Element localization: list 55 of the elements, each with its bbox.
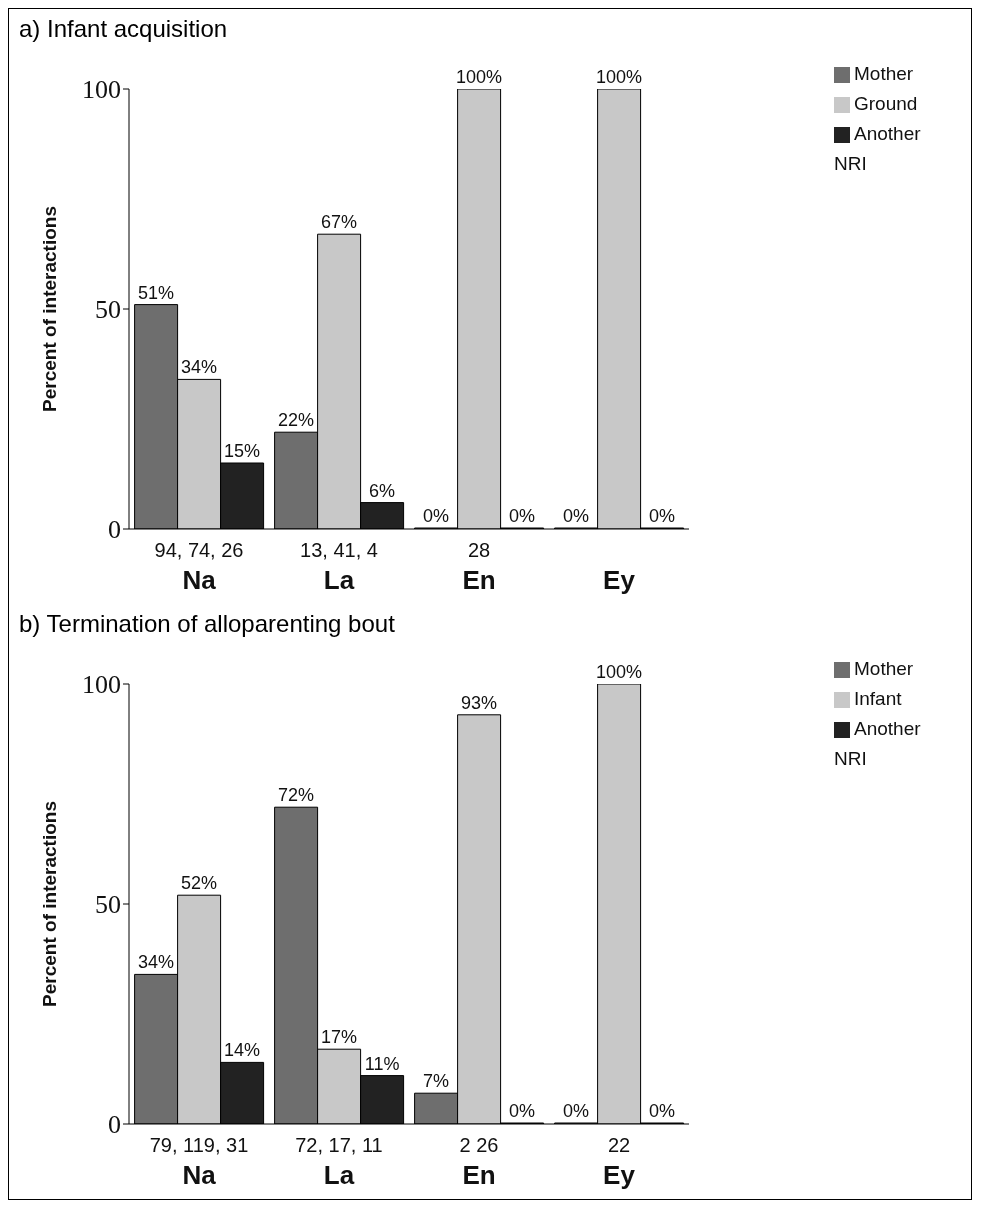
data-label: 15% — [224, 441, 261, 461]
y-axis-title: Percent of interactions — [38, 206, 60, 412]
data-label: 34% — [181, 357, 218, 378]
data-label: 51% — [138, 282, 175, 303]
y-axis-title: Percent of interactions — [38, 801, 60, 1007]
data-label: 100% — [596, 662, 643, 682]
text: 2 26 — [459, 1134, 499, 1156]
legend-label: Infant — [854, 688, 902, 709]
data-label: 0% — [423, 506, 450, 526]
y-tick-label: 100 — [82, 75, 121, 105]
data-label: 0% — [649, 506, 676, 526]
x-tick-label: La — [323, 565, 355, 595]
data-label: 22% — [278, 410, 315, 431]
x-tick-label: En — [462, 565, 496, 595]
data-label: 7% — [423, 1071, 450, 1092]
text: 94, 74, 26 — [154, 539, 244, 561]
x-tick-label: Na — [182, 1160, 217, 1190]
y-tick-label: 0 — [108, 515, 121, 545]
chart-title: b) Termination of alloparenting bout — [18, 609, 396, 639]
data-label: 0% — [509, 1101, 536, 1121]
text: 28 — [467, 539, 491, 561]
data-label: 100% — [456, 67, 503, 87]
text: 79, 119, 31 — [149, 1134, 249, 1156]
x-tick-label: Ey — [603, 1160, 636, 1190]
y-tick-label: 50 — [95, 295, 121, 325]
data-label: 0% — [649, 1101, 676, 1121]
y-tick-label: 100 — [82, 670, 121, 700]
data-label: 93% — [461, 692, 498, 713]
data-label: 17% — [321, 1027, 358, 1048]
legend-label: Mother — [854, 658, 914, 679]
x-tick-label: La — [323, 1160, 355, 1190]
chart-title: a) Infant acquisition — [18, 14, 229, 44]
data-label: 67% — [321, 212, 358, 233]
y-tick-label: 50 — [95, 890, 121, 920]
data-label: 0% — [509, 506, 536, 526]
data-label: 14% — [224, 1040, 261, 1061]
legend-label: Another NRI — [834, 718, 921, 769]
data-label: 72% — [278, 785, 315, 806]
data-label: 100% — [596, 67, 643, 87]
data-label: 52% — [181, 873, 218, 894]
x-tick-label: Ey — [603, 565, 636, 595]
data-label: 0% — [563, 1101, 590, 1121]
legend-label: Mother — [854, 63, 914, 84]
text: 22 — [607, 1134, 631, 1156]
y-tick-label: 0 — [108, 1110, 121, 1140]
x-tick-label: Na — [182, 565, 217, 595]
legend-label: Another NRI — [834, 123, 921, 174]
data-label: 0% — [563, 506, 590, 526]
data-label: 6% — [369, 480, 396, 501]
text: 72, 17, 11 — [295, 1134, 383, 1156]
legend-label: Ground — [854, 93, 918, 114]
text: 13, 41, 4 — [300, 539, 378, 561]
x-tick-label: En — [462, 1160, 496, 1190]
data-label: 34% — [138, 952, 175, 973]
data-label: 11% — [364, 1053, 400, 1074]
